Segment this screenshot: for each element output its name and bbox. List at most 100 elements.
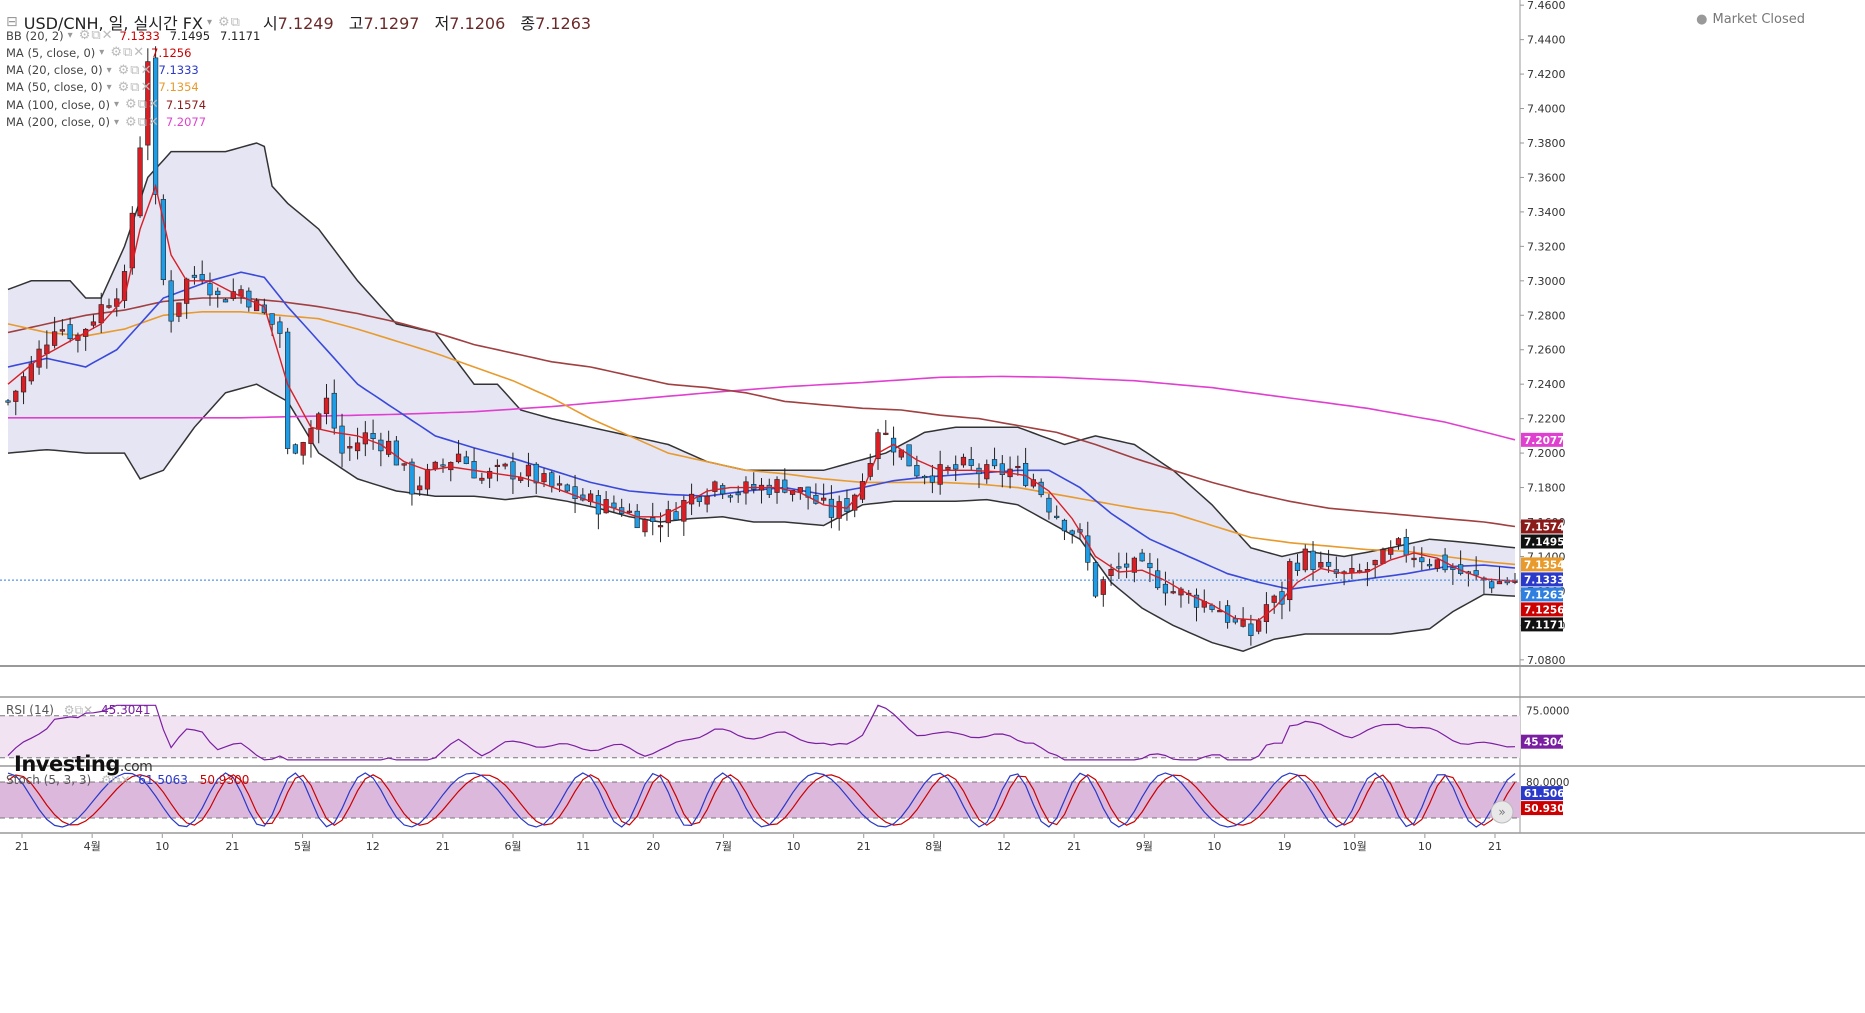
price-tag — [1521, 519, 1563, 534]
price-tag-label: 7.1333 — [1524, 574, 1565, 586]
candle-body — [424, 468, 431, 490]
candle-body — [300, 442, 306, 456]
candle-body — [541, 473, 547, 483]
price-tag — [1521, 432, 1563, 447]
x-tick-label: 10월 — [1343, 840, 1367, 853]
chevron-down-icon[interactable]: ▾ — [67, 30, 73, 41]
indicator-label[interactable]: BB (20, 2) — [6, 28, 64, 43]
indicator-settings-icon[interactable]: ⚙⧉✕ — [117, 62, 153, 78]
chevron-down-icon[interactable]: ▾ — [106, 64, 112, 76]
rsi-label[interactable]: RSI (14) — [6, 703, 54, 717]
candle-body — [1061, 519, 1068, 532]
candle-body — [440, 464, 446, 467]
price-tag-label: 7.1495 — [1524, 536, 1565, 548]
rsi-scale-label: 75.0000 — [1526, 706, 1569, 718]
x-tick-label: 10 — [1418, 840, 1432, 853]
stoch-d-tag-label: 50.9300 — [1524, 803, 1572, 815]
symbol-title[interactable]: USD/CNH, 일, 실시간 FX — [23, 14, 203, 33]
y-tick-label: 7.2400 — [1527, 378, 1566, 391]
candle-body — [1162, 583, 1169, 594]
candle-body — [929, 475, 936, 483]
high-label: 고 — [348, 14, 364, 33]
chevron-down-icon[interactable]: ▾ — [113, 116, 119, 128]
x-tick-label: 6월 — [504, 840, 521, 853]
indicator-settings-icon[interactable]: ⚙⧉✕ — [110, 45, 146, 61]
price-tag-label: 7.1574 — [1524, 521, 1565, 533]
candle-body — [875, 432, 881, 460]
scroll-right-button[interactable] — [1490, 800, 1514, 824]
x-tick-label: 21 — [15, 840, 29, 853]
y-tick-label: 7.4600 — [1527, 0, 1566, 12]
candle-body — [417, 485, 423, 491]
candle-body — [386, 440, 392, 455]
indicator-label[interactable]: MA (5, close, 0) — [6, 45, 96, 60]
candle-body — [1302, 548, 1308, 571]
indicator-label[interactable]: MA (200, close, 0) — [6, 115, 110, 129]
candle-body — [479, 477, 485, 481]
candle-body — [1108, 568, 1114, 576]
chevron-down-icon[interactable]: ▾ — [113, 99, 119, 111]
indicator-settings-icon[interactable]: ⚙⧉✕ — [78, 28, 114, 43]
x-tick-label: 9월 — [1136, 840, 1153, 853]
candle-body — [285, 331, 291, 449]
candle-body — [401, 463, 407, 466]
y-tick-label: 7.0800 — [1527, 654, 1566, 667]
indicator-settings-icon[interactable]: ⚙⧉✕ — [124, 114, 160, 130]
candle-body — [1349, 568, 1355, 574]
candle-body — [727, 495, 734, 498]
candle-body — [137, 147, 143, 217]
candle-body — [867, 463, 873, 477]
candle-body — [1395, 538, 1402, 546]
candle-body — [1147, 562, 1153, 569]
candle-body — [696, 496, 702, 502]
candle-body — [657, 525, 664, 528]
indicator-label[interactable]: MA (20, close, 0) — [6, 63, 103, 78]
candle-body — [176, 302, 182, 317]
indicator-value: 7.1256 — [151, 45, 192, 60]
indicator-label[interactable]: MA (100, close, 0) — [6, 97, 110, 112]
candle-body — [152, 57, 159, 195]
candle-body — [1069, 530, 1075, 535]
indicator-settings-icon[interactable]: ⚙⧉✕ — [124, 97, 160, 113]
candle-body — [945, 466, 951, 470]
candle-body — [409, 461, 415, 495]
price-tag — [1521, 534, 1563, 549]
price-tag — [1521, 617, 1563, 632]
candle-body — [1116, 566, 1122, 569]
stoch-settings-icon[interactable]: ⚙⧉✕ — [101, 773, 131, 787]
candle-body — [106, 305, 112, 308]
candle-body — [463, 456, 469, 464]
candle-body — [1022, 462, 1029, 486]
indicator-label[interactable]: MA (50, close, 0) — [6, 80, 103, 95]
rsi-settings-icon[interactable]: ⚙⧉✕ — [63, 703, 94, 717]
candle-body — [572, 486, 578, 499]
candle-body — [1015, 465, 1021, 469]
indicator-settings-icon[interactable]: ⚙⧉✕ — [117, 79, 153, 95]
x-tick-label: 21 — [1067, 840, 1081, 853]
candle-body — [1256, 620, 1262, 632]
chevron-down-icon[interactable]: ▾ — [99, 47, 105, 59]
candle-body — [1294, 562, 1301, 571]
stoch-label[interactable]: Stoch (5, 3, 3) — [6, 773, 92, 787]
collapse-icon[interactable]: ⊟ — [6, 14, 18, 30]
y-tick-label: 7.3600 — [1527, 171, 1566, 184]
settings-icon[interactable]: ⚙⧉ — [218, 14, 241, 30]
candle-body — [1450, 567, 1456, 570]
candle-body — [844, 498, 850, 512]
chevron-down-icon[interactable]: ▾ — [206, 16, 212, 28]
chevron-down-icon[interactable]: ▾ — [106, 81, 112, 93]
candle-body — [1325, 561, 1332, 567]
y-tick-label: 7.4200 — [1527, 68, 1566, 81]
y-tick-label: 7.2200 — [1527, 413, 1566, 426]
investing-logo: Investing.com — [14, 752, 153, 776]
y-tick-label: 7.3400 — [1527, 206, 1566, 219]
logo-suffix: .com — [119, 759, 153, 775]
candle-body — [160, 199, 166, 280]
candle-body — [751, 484, 757, 490]
stoch-d-tag — [1521, 801, 1563, 816]
candle-body — [448, 462, 454, 471]
candle-body — [626, 510, 633, 513]
stoch-legend: Stoch (5, 3, 3) ⚙⧉✕ 61.5063 50.9300 — [6, 773, 249, 788]
y-tick-label: 7.2000 — [1527, 447, 1566, 460]
